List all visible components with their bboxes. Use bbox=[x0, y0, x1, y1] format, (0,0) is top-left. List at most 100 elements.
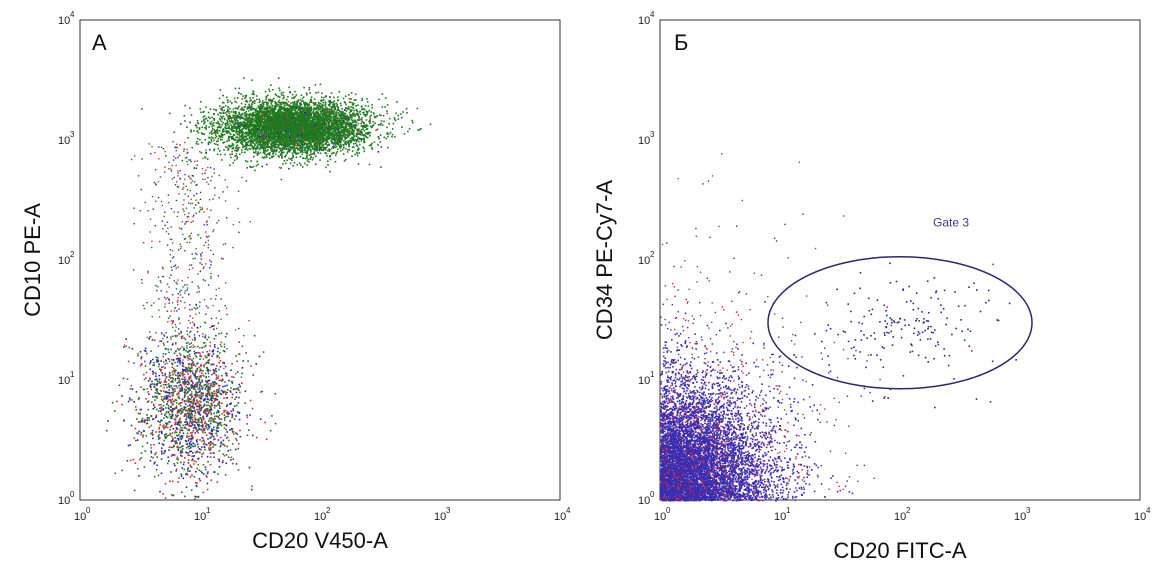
event-dot bbox=[198, 128, 201, 130]
event-dot bbox=[217, 122, 219, 124]
event-dot bbox=[379, 134, 382, 136]
event-dot bbox=[319, 146, 321, 149]
event-dot bbox=[403, 133, 406, 135]
event-dot bbox=[294, 147, 296, 149]
event-dot bbox=[268, 141, 270, 144]
event-dot bbox=[245, 99, 248, 102]
event-dot bbox=[306, 160, 309, 162]
event-dot bbox=[281, 130, 283, 133]
event-dot bbox=[226, 96, 228, 99]
event-dot bbox=[386, 110, 388, 112]
event-dot bbox=[233, 125, 236, 127]
event-dot bbox=[302, 124, 305, 127]
event-dot bbox=[323, 112, 325, 115]
event-dot bbox=[196, 130, 199, 132]
event-dot bbox=[308, 87, 311, 89]
event-dot bbox=[325, 124, 327, 127]
event-dot bbox=[355, 121, 358, 124]
event-dot bbox=[196, 122, 199, 124]
event-dot bbox=[348, 144, 350, 147]
event-dot bbox=[199, 138, 201, 141]
event-dot bbox=[221, 123, 223, 126]
event-dot bbox=[222, 112, 225, 114]
event-dot bbox=[338, 121, 340, 123]
event-dot bbox=[332, 142, 334, 144]
event-dot bbox=[255, 95, 258, 97]
event-dot bbox=[248, 110, 250, 112]
event-dot bbox=[234, 87, 237, 90]
event-dot bbox=[288, 86, 290, 89]
event-dot bbox=[224, 118, 226, 121]
event-dot bbox=[322, 104, 325, 107]
event-dot bbox=[221, 138, 223, 141]
event-dot bbox=[386, 126, 388, 129]
event-dot bbox=[245, 147, 248, 149]
event-dot bbox=[289, 146, 292, 148]
event-dot bbox=[330, 147, 333, 150]
event-dot bbox=[328, 115, 330, 117]
event-dot bbox=[213, 119, 215, 122]
event-dot bbox=[235, 112, 237, 115]
event-dot bbox=[274, 100, 276, 103]
event-dot bbox=[245, 100, 247, 103]
event-dot bbox=[216, 129, 219, 132]
event-dot bbox=[231, 150, 233, 153]
event-dot bbox=[310, 149, 312, 152]
event-dot bbox=[231, 138, 233, 140]
event-dot bbox=[345, 119, 348, 121]
event-dot bbox=[355, 123, 357, 126]
event-dot bbox=[183, 148, 185, 151]
event-dot bbox=[253, 138, 255, 141]
event-dot bbox=[302, 131, 304, 133]
event-dot bbox=[280, 167, 282, 169]
event-dot bbox=[254, 109, 256, 111]
event-dot bbox=[317, 91, 320, 94]
event-dot bbox=[294, 136, 296, 139]
event-dot bbox=[314, 131, 316, 134]
event-dot bbox=[376, 128, 379, 131]
event-dot bbox=[331, 138, 333, 140]
event-dot bbox=[359, 143, 361, 146]
event-dot bbox=[334, 144, 337, 146]
event-dot bbox=[336, 122, 339, 125]
event-dot bbox=[238, 122, 240, 124]
event-dot bbox=[249, 120, 252, 122]
event-dot bbox=[228, 112, 231, 115]
event-dot bbox=[264, 136, 267, 138]
event-dot bbox=[273, 129, 275, 132]
event-dot bbox=[251, 116, 254, 118]
event-dot bbox=[266, 117, 269, 120]
event-dot bbox=[300, 108, 303, 110]
event-dot bbox=[294, 151, 297, 154]
event-dot bbox=[271, 100, 274, 103]
event-dot bbox=[267, 116, 270, 118]
event-dot bbox=[328, 150, 331, 152]
event-dot bbox=[233, 111, 235, 113]
event-dot bbox=[364, 104, 367, 107]
event-dot bbox=[269, 157, 271, 159]
event-dot bbox=[358, 140, 360, 143]
event-dot bbox=[315, 133, 318, 136]
event-dot bbox=[336, 135, 338, 137]
event-dot bbox=[395, 112, 397, 115]
event-dot bbox=[322, 136, 324, 138]
event-dot bbox=[367, 111, 369, 113]
event-dot bbox=[308, 123, 310, 126]
event-dot bbox=[299, 113, 301, 116]
event-dot bbox=[268, 134, 270, 137]
event-dot bbox=[224, 127, 227, 129]
event-dot bbox=[325, 166, 327, 169]
event-dot bbox=[275, 135, 277, 137]
event-dot bbox=[309, 158, 312, 160]
event-dot bbox=[270, 125, 273, 128]
event-dot bbox=[365, 124, 367, 126]
event-dot bbox=[278, 142, 281, 145]
event-dot bbox=[209, 148, 211, 151]
event-dot bbox=[212, 132, 214, 134]
event-dot bbox=[256, 111, 259, 113]
event-dot bbox=[300, 164, 302, 166]
event-dot bbox=[345, 103, 347, 106]
event-dot bbox=[329, 120, 331, 123]
event-dot bbox=[256, 152, 259, 155]
event-dot bbox=[357, 104, 359, 107]
